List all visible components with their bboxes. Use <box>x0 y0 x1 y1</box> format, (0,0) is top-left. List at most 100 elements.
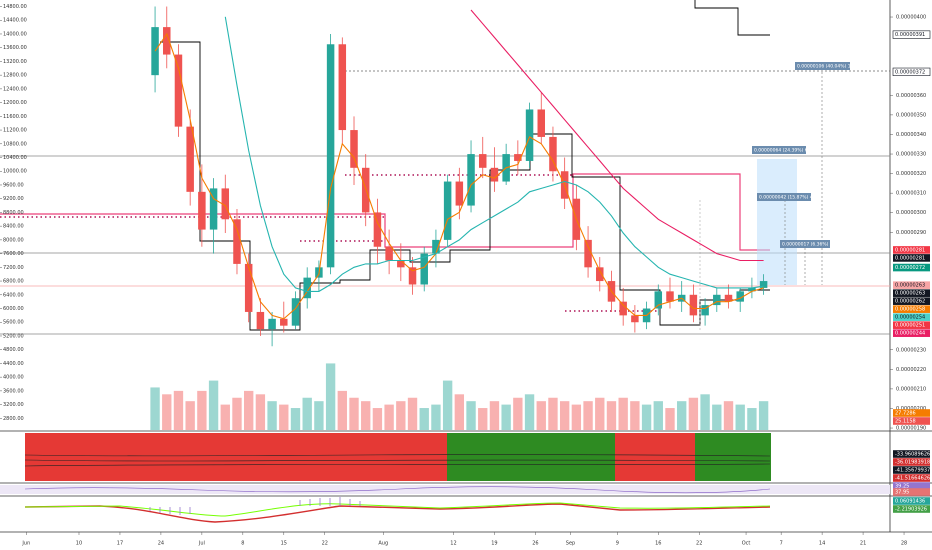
y-tick-label: 7600.00 <box>3 251 24 257</box>
x-tick-label: 10 <box>76 541 82 547</box>
price-label-box <box>892 30 931 39</box>
y-tick-label: 3600.00 <box>3 388 24 394</box>
volume-bar <box>162 394 172 430</box>
candle-body <box>701 305 709 316</box>
volume-bar <box>595 397 605 430</box>
side-label-box <box>893 497 930 505</box>
volume-bar <box>197 390 207 430</box>
annotation-box <box>752 146 806 154</box>
y2-tick-label: 0.00000330 <box>896 152 926 158</box>
candle-body <box>490 167 499 182</box>
price-label: 0.00000262 <box>895 299 925 305</box>
x-tick-label: 21 <box>860 541 866 547</box>
side-label: 39.25 <box>895 484 909 490</box>
y-tick-label: 11200.00 <box>3 128 27 134</box>
candle-body <box>303 277 311 299</box>
volume-bar <box>407 397 418 430</box>
x-tick-label: 14 <box>819 541 825 547</box>
side-label: -41.51664626 <box>895 476 930 482</box>
y-tick-label: 14400.00 <box>3 18 27 24</box>
side-label-box <box>893 417 930 425</box>
volume-bar <box>653 401 663 430</box>
candle-body <box>654 291 663 309</box>
band-green <box>447 433 615 481</box>
volume-bar <box>361 401 371 430</box>
candle-body <box>163 27 171 55</box>
volume-bar <box>524 394 535 430</box>
annotation-box <box>757 193 811 201</box>
oscillator-pane <box>24 497 771 523</box>
x-tick-label: Jul <box>198 541 205 547</box>
y2-tick-label: 0.00000320 <box>896 171 926 177</box>
osc-signal <box>24 502 771 517</box>
candle-body <box>385 246 393 261</box>
volume-bar <box>700 394 710 430</box>
y-tick-label: 7200.00 <box>3 265 24 271</box>
y-tick-label: 11600.00 <box>3 114 27 120</box>
x-tick-label: Aug <box>378 541 388 547</box>
candle-body <box>408 267 417 285</box>
osc-line <box>24 503 771 523</box>
candle-body <box>537 109 546 137</box>
y-tick-label: 3200.00 <box>3 402 24 408</box>
y2-tick-label: 0.00000400 <box>896 15 926 21</box>
side-label-box <box>893 488 930 496</box>
step-line <box>160 41 770 331</box>
volume-bar <box>337 390 347 430</box>
volume-bar <box>372 408 383 430</box>
annotation-box <box>780 240 830 248</box>
volume-bar <box>665 408 675 430</box>
candle-body <box>619 301 627 316</box>
volume-bar <box>606 401 617 430</box>
volume-bar <box>630 401 640 430</box>
volume-bar <box>758 401 769 430</box>
x-tick-label: 24 <box>158 541 164 547</box>
y-tick-label: 6000.00 <box>3 306 24 312</box>
x-tick-label: 8 <box>241 541 244 547</box>
y-tick-label: 9600.00 <box>3 182 24 188</box>
candle-body <box>397 260 405 268</box>
candle-body <box>724 294 733 302</box>
candle-body <box>596 267 604 282</box>
y2-tick-label: 0.00000200 <box>896 406 926 412</box>
side-label-box <box>893 482 930 490</box>
side-label: -33.96089626 <box>895 452 930 458</box>
price-label-box <box>893 305 930 313</box>
volume-bar <box>712 404 722 430</box>
candle-body <box>631 315 639 323</box>
y2-tick-label: 0.00000360 <box>896 93 926 99</box>
price-label-box <box>892 67 931 76</box>
volume-bar <box>559 401 570 430</box>
candle-body <box>198 191 206 230</box>
y2-tick-label: 0.00000310 <box>896 191 926 197</box>
y-tick-label: 14000.00 <box>3 31 27 37</box>
y-tick-label: 10000.00 <box>3 169 27 175</box>
volume-bar <box>747 408 757 430</box>
rsi-line <box>24 486 771 494</box>
candle-body <box>244 263 253 312</box>
main-pane <box>150 6 769 430</box>
volume-bar <box>466 401 476 430</box>
x-tick-label: 19 <box>491 541 497 547</box>
band-red <box>25 433 447 481</box>
volume-bar <box>302 397 312 430</box>
side-label: 25.1158 <box>895 419 916 425</box>
volume-bar <box>255 394 266 430</box>
y2-tick-label: 0.00000340 <box>896 132 926 138</box>
annotation: 0.00000042 (15.87%) 42 <box>759 195 816 201</box>
candle-body <box>689 294 698 316</box>
y-tick-label: 8400.00 <box>3 224 24 230</box>
y-tick-label: 12800.00 <box>3 73 27 79</box>
y-tick-label: 4400.00 <box>3 361 24 367</box>
y2-tick-label: 0.00000290 <box>896 230 926 236</box>
candle-body <box>209 188 218 230</box>
volume-bar <box>325 363 336 430</box>
candle-body <box>432 239 440 254</box>
x-tick-label: 22 <box>322 541 328 547</box>
side-label-box <box>893 409 930 417</box>
y-tick-label: 5200.00 <box>3 333 24 339</box>
volume-bar <box>267 401 277 430</box>
volume-bar <box>384 404 394 430</box>
volume-bar <box>489 401 500 430</box>
